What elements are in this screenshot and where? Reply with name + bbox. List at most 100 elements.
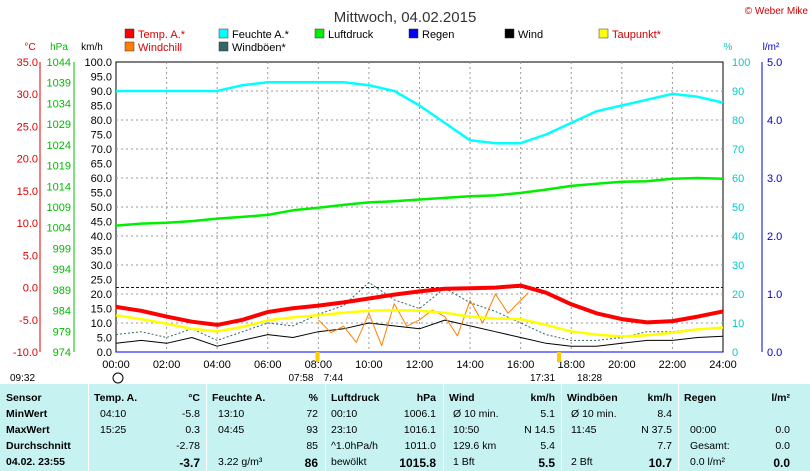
wind-tick: 25.0 [91,275,112,287]
series-wind [115,319,724,347]
legend-swatch [124,41,135,52]
table-cell: 0.0 [773,456,790,470]
wind-tick: 45.0 [91,217,112,229]
series-windchill [317,292,529,347]
wind-tick: 50.0 [91,202,112,214]
wind-tick: 0.0 [97,347,112,359]
legend-label: Feuchte A.* [232,29,290,41]
legend-swatch [218,28,229,39]
legend-label: Windchill [138,42,182,54]
table-cell: 7.7 [657,440,672,452]
series-feuchte-a [116,81,724,145]
table-cell: 04:10 [100,408,127,420]
table-cell: ^1.0hPa/h [331,440,378,452]
temp-tick: -10.0 [13,347,38,359]
chart-labels: Mittwoch, 04.02.2015 © Weber Mike Temp. A.… [10,6,808,384]
table-cell: -5.8 [181,408,200,420]
table-cell: 0.0 [775,424,790,436]
table-cell: N 37.5 [641,424,672,436]
table-cell: 1015.8 [399,456,436,470]
hdr-wind: Wind [449,392,475,404]
pressure-tick: 999 [53,243,71,255]
wind-tick: 40.0 [91,231,112,243]
chart-series [115,81,724,353]
table-cell: 93 [306,424,318,436]
table-cell: 0.0 l/m² [690,456,726,468]
table-cell: 3.22 g/m³ [218,456,263,468]
hdr-temp-unit: °C [188,392,200,404]
dawn-time: 7:44 [324,373,344,384]
table-cell: 72 [306,408,318,420]
wind-tick: 85.0 [91,101,112,113]
pressure-tick: 1004 [47,223,71,235]
x-tick: 24:00 [709,359,737,371]
temp-tick: 35.0 [17,57,38,69]
hdr-temp: Temp. A. [94,392,138,404]
wind-tick: 65.0 [91,159,112,171]
table-cell: 23:10 [331,424,358,436]
humidity-tick: 80 [732,115,744,127]
x-tick: 08:00 [305,359,333,371]
x-tick: 00:00 [102,359,130,371]
wind-tick: 90.0 [91,86,112,98]
pressure-tick: 1029 [47,119,71,131]
humidity-tick: 40 [732,231,744,243]
table-cell: 00:10 [331,408,358,420]
legend-label: Taupunkt* [612,29,662,41]
pressure-tick: 994 [53,264,71,276]
table-cell: Durchschnitt [6,440,71,452]
humidity-tick: 30 [732,260,744,272]
dusk-time: 18:28 [577,373,602,384]
chart-axes: 35.0 30.0 25.0 20.0 15.0 10.0 5.0 0.0 -5.0 -10.0 1… [13,57,782,371]
table-cell: -2.78 [176,440,200,452]
pressure-tick: 1044 [47,57,71,69]
rain-tick: 5.0 [767,57,782,69]
rain-tick: 3.0 [767,173,782,185]
legend-label: Regen [422,29,454,41]
series-taupunkt [115,308,724,338]
legend-label: Luftdruck [328,29,374,41]
temp-tick: 5.0 [23,250,38,262]
table-cell: 5.4 [540,440,555,452]
wind-tick: 35.0 [91,246,112,258]
table-cell: 0.3 [185,424,200,436]
wind-tick: 70.0 [91,144,112,156]
humidity-tick: 60 [732,173,744,185]
wind-tick: 75.0 [91,130,112,142]
x-tick: 02:00 [153,359,181,371]
sunrise-marker [315,352,320,362]
table-cell: bewölkt [331,456,367,468]
humidity-tick: 50 [732,202,744,214]
pressure-tick: 1014 [47,181,71,193]
table-cell: 1011.0 [404,440,436,452]
table-cell: 11:45 [571,424,597,436]
temp-tick: 10.0 [17,218,38,230]
x-tick: 16:00 [507,359,535,371]
legend-swatch [314,28,325,39]
temp-axis-unit: °C [24,42,35,53]
rain-tick: 2.0 [767,231,782,243]
wind-tick: 100.0 [84,57,112,69]
table-cell: MaxWert [6,424,50,436]
humidity-tick: 20 [732,289,744,301]
temp-tick: 0.0 [23,283,38,295]
legend-label: Windböen* [232,42,287,54]
rain-tick: 0.0 [767,347,782,359]
pressure-tick: 1019 [47,161,71,173]
table-cell: 129.6 km [453,440,497,452]
x-tick: 14:00 [456,359,484,371]
sunset-marker [557,352,562,362]
table-cell: 10.7 [648,456,672,470]
x-tick: 10:00 [355,359,383,371]
wind-tick: 15.0 [91,304,112,316]
x-tick: 22:00 [659,359,687,371]
table-cell: 1 Bft [453,456,475,468]
legend-label: Wind [518,29,543,41]
pressure-tick: 1024 [47,140,71,152]
humidity-tick: 70 [732,144,744,156]
temp-tick: 30.0 [17,89,38,101]
x-tick: 04:00 [203,359,231,371]
hdr-pres-unit: hPa [416,392,436,404]
wind-axis-unit: km/h [81,42,103,53]
humidity-tick: 0 [732,347,738,359]
